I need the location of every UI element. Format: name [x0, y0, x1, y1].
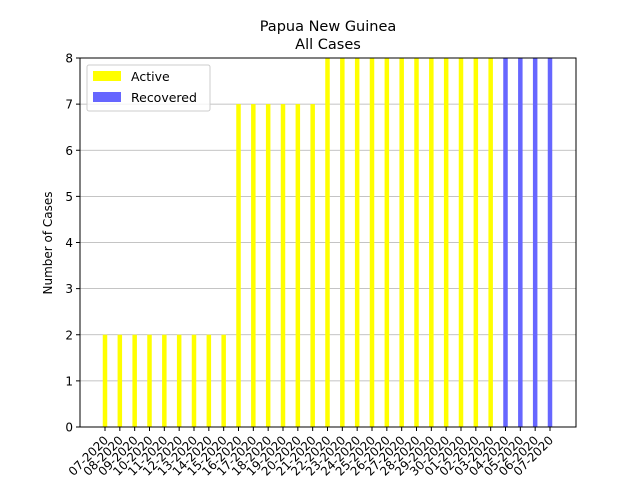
bar-active [473, 58, 479, 427]
y-tick-label: 1 [65, 374, 73, 388]
bar-active [191, 334, 197, 427]
bar-active [369, 58, 375, 427]
chart-title: Papua New Guinea [260, 19, 397, 35]
chart-subtitle: All Cases [295, 37, 361, 53]
bar-active [265, 104, 271, 427]
bar-active [354, 58, 360, 427]
bar-active [295, 104, 301, 427]
legend-label-recovered: Recovered [131, 90, 197, 105]
y-tick-label: 2 [65, 328, 73, 342]
x-axis-ticks: 07-202008-202009-202010-202011-202012-20… [66, 427, 556, 479]
y-tick-label: 0 [65, 421, 73, 435]
bar-active [414, 58, 419, 427]
y-tick-label: 5 [65, 190, 73, 204]
bar-active [280, 104, 286, 427]
bar-active [340, 58, 345, 427]
bar-active [162, 334, 167, 427]
bar-recovered [518, 58, 523, 427]
y-tick-label: 3 [65, 282, 73, 296]
legend-swatch-recovered [93, 92, 121, 102]
bar-active [147, 334, 152, 427]
y-axis-ticks: 0 1 2 3 4 5 6 7 8 [65, 52, 80, 435]
bar-active [221, 334, 226, 427]
y-tick-label: 8 [65, 52, 73, 66]
bar-active [132, 334, 137, 427]
legend-label-active: Active [131, 69, 170, 84]
bars [102, 58, 553, 427]
y-tick-label: 7 [65, 98, 73, 112]
bar-active [206, 334, 212, 427]
bar-recovered [532, 58, 538, 427]
bar-active [236, 104, 241, 427]
bar-active [458, 58, 464, 427]
legend-swatch-active [93, 71, 121, 81]
bar-active [117, 334, 123, 427]
y-tick-label: 4 [65, 236, 73, 250]
bar-active [488, 58, 493, 427]
bar-active [102, 334, 108, 427]
bar-recovered [503, 58, 508, 427]
bar-active [384, 58, 390, 427]
bar-active [399, 58, 404, 427]
bar-active [176, 334, 182, 427]
bar-active [443, 58, 449, 427]
bar-active [429, 58, 434, 427]
bar-recovered [547, 58, 553, 427]
y-axis-label: Number of Cases [41, 191, 55, 294]
legend: Active Recovered [86, 64, 211, 112]
bar-active [310, 104, 315, 427]
bar-active [325, 58, 330, 427]
bar-active [251, 104, 256, 427]
y-tick-label: 6 [65, 144, 73, 158]
